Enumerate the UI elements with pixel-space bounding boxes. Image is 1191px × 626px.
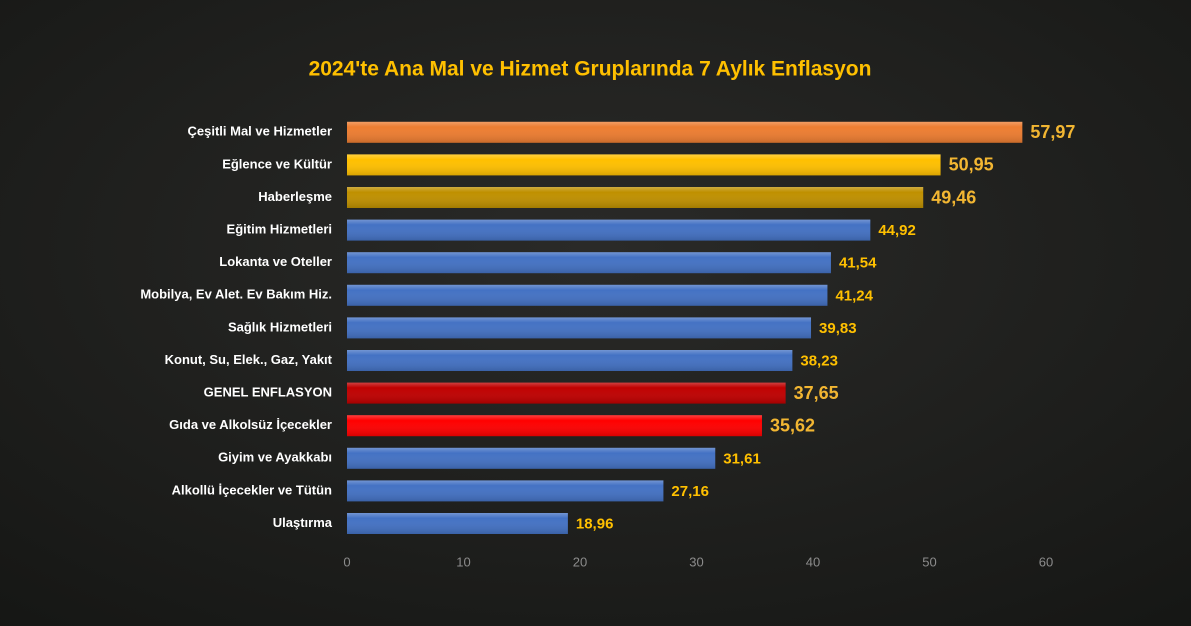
value-label: 18,96 xyxy=(576,515,614,532)
x-tick-label: 20 xyxy=(573,554,587,569)
bar xyxy=(347,252,831,274)
x-tick-label: 10 xyxy=(456,554,470,569)
category-label: Konut, Su, Elek., Gaz, Yakıt xyxy=(165,352,333,367)
category-label: Ulaştırma xyxy=(273,515,333,530)
bar xyxy=(347,154,941,176)
chart-title: 2024'te Ana Mal ve Hizmet Gruplarında 7 … xyxy=(309,58,872,81)
bar xyxy=(347,382,786,404)
value-label: 38,23 xyxy=(800,352,838,369)
x-tick-label: 0 xyxy=(343,554,350,569)
bar xyxy=(347,284,828,306)
category-label: Eğlence ve Kültür xyxy=(222,156,332,171)
category-label: Alkollü İçecekler ve Tütün xyxy=(172,482,332,497)
category-label: Haberleşme xyxy=(258,189,332,204)
category-label: Giyim ve Ayakkabı xyxy=(218,450,332,465)
bar xyxy=(347,187,924,208)
x-tick-label: 50 xyxy=(922,554,936,569)
category-label: Lokanta ve Oteller xyxy=(219,254,332,269)
value-label: 49,46 xyxy=(931,187,976,207)
value-label: 37,65 xyxy=(794,383,839,403)
value-label: 31,61 xyxy=(723,450,761,467)
value-label: 27,16 xyxy=(671,483,709,500)
value-label: 44,92 xyxy=(878,222,916,239)
category-label: Eğitim Hizmetleri xyxy=(227,222,332,237)
category-label: Çeşitli Mal ve Hizmetler xyxy=(188,124,333,139)
category-label: GENEL ENFLASYON xyxy=(204,385,332,400)
value-label: 41,54 xyxy=(839,255,877,272)
bar xyxy=(347,219,871,241)
value-label: 57,97 xyxy=(1030,122,1075,142)
x-tick-label: 40 xyxy=(806,554,820,569)
value-label: 39,83 xyxy=(819,320,857,337)
x-tick-label: 60 xyxy=(1039,554,1053,569)
value-label: 50,95 xyxy=(949,155,994,175)
category-label: Mobilya, Ev Alet. Ev Bakım Hiz. xyxy=(140,287,332,302)
category-label: Gıda ve Alkolsüz İçecekler xyxy=(169,417,332,432)
category-label: Sağlık Hizmetleri xyxy=(228,319,332,334)
x-tick-label: 30 xyxy=(689,554,703,569)
bar xyxy=(347,447,716,469)
bar xyxy=(347,317,812,339)
value-label: 41,24 xyxy=(835,287,873,304)
bar xyxy=(347,415,762,437)
bar xyxy=(347,480,664,502)
bar xyxy=(347,350,793,371)
bar xyxy=(347,513,568,534)
bar xyxy=(347,121,1023,143)
value-label: 35,62 xyxy=(770,415,815,435)
